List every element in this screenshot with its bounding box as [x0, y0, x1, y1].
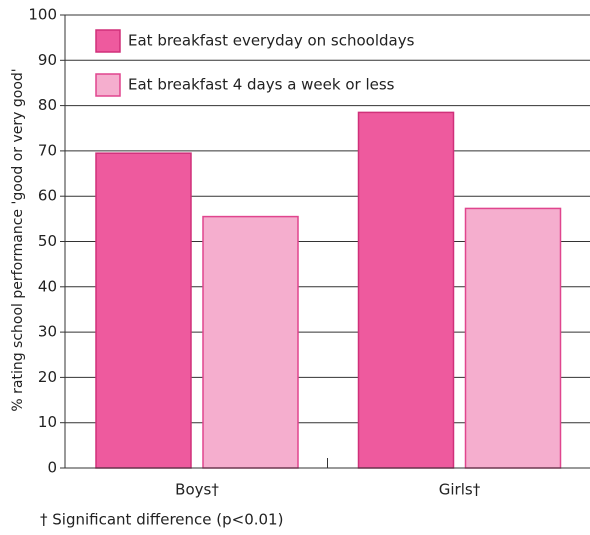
x-tick-label: Boys†: [175, 481, 219, 499]
y-tick-label: 0: [47, 459, 57, 477]
y-tick-label: 30: [38, 323, 57, 341]
bar: [202, 215, 299, 469]
y-tick-label: 80: [38, 96, 57, 114]
bar: [357, 111, 455, 469]
y-tick-label: 60: [38, 187, 57, 205]
legend-swatch: [95, 73, 121, 97]
y-tick-label: 100: [28, 6, 57, 24]
y-axis-label: % rating school performance 'good or ver…: [10, 68, 26, 411]
x-tick-label: Girls†: [439, 481, 481, 499]
y-tick-label: 90: [38, 51, 57, 69]
y-tick-label: 40: [38, 277, 57, 295]
legend-label: Eat breakfast 4 days a week or less: [128, 76, 395, 94]
footnote: † Significant difference (p<0.01): [40, 511, 283, 529]
y-tick-label: 70: [38, 141, 57, 159]
legend-swatch: [95, 29, 121, 53]
bar: [95, 152, 192, 469]
legend-label: Eat breakfast everyday on schooldays: [128, 32, 415, 50]
y-tick-label: 10: [38, 413, 57, 431]
y-tick-label: 20: [38, 368, 57, 386]
bar: [464, 207, 562, 469]
y-tick-label: 50: [38, 232, 57, 250]
